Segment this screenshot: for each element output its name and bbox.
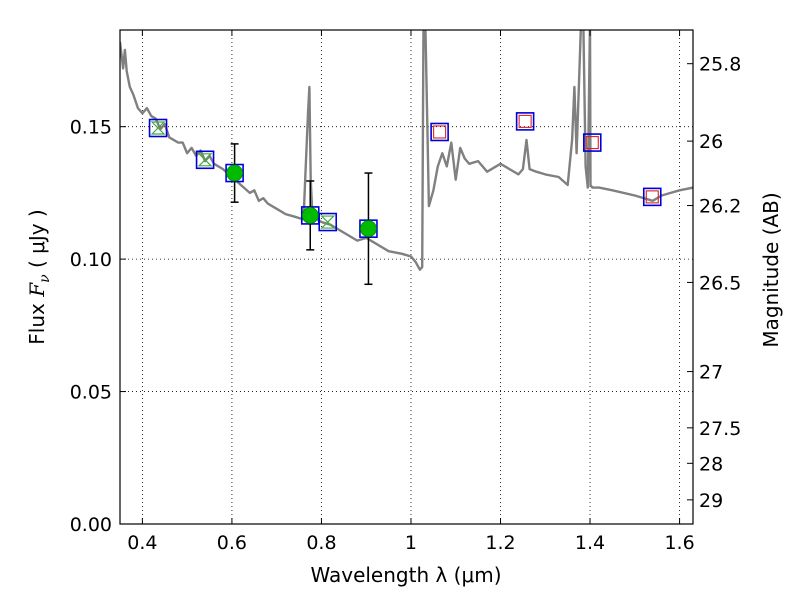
model-spectrum-line xyxy=(120,30,693,271)
optical-band-marker xyxy=(320,215,336,229)
mag-tick-label: 27 xyxy=(699,362,723,384)
mag-tick-label: 29 xyxy=(699,490,723,512)
model-photometry-box xyxy=(195,150,215,170)
x-tick-label: 1 xyxy=(405,532,417,554)
nir-band-marker xyxy=(585,136,599,150)
nir-band-marker xyxy=(518,114,532,128)
data-layer xyxy=(120,30,693,286)
measured-point xyxy=(360,220,377,238)
x-tick-label: 0.8 xyxy=(306,532,336,554)
model-photometry-box xyxy=(642,187,662,207)
x-tick-label: 0.6 xyxy=(217,532,247,554)
nir-band-marker xyxy=(433,125,447,139)
mag-tick-label: 26.5 xyxy=(699,272,741,294)
x-tick-label: 1.2 xyxy=(485,532,515,554)
y-axis-label: Flux Fν ( μJy ) xyxy=(25,209,53,344)
y-axis-label-subscript: ν xyxy=(37,274,53,283)
x-tick-label: 0.4 xyxy=(127,532,157,554)
measured-point xyxy=(226,164,244,182)
optical-band-marker xyxy=(150,121,166,135)
optical-band-marker xyxy=(197,153,213,167)
y-tick-label: 0.10 xyxy=(70,249,112,271)
mag-tick-label: 26 xyxy=(699,131,723,153)
nir-band-marker xyxy=(645,190,659,204)
y-axis-label-symbol: F xyxy=(25,282,49,298)
mag-tick-label: 26.2 xyxy=(699,196,741,218)
y-axis-label-prefix: Flux xyxy=(25,297,49,345)
mag-tick-label: 25.8 xyxy=(699,54,741,76)
y-tick-label: 0.05 xyxy=(70,382,112,404)
x-tick-label: 1.6 xyxy=(664,532,694,554)
axis-ticks: 0.4 0.6 0.8 1 1.2 1.4 1.6 0.00 0.05 0.10 0.15 25.8 2… xyxy=(70,30,741,554)
x-tick-label: 1.4 xyxy=(575,532,605,554)
model-photometry-box xyxy=(515,112,535,131)
plot-frame xyxy=(119,29,694,525)
mag-tick-label: 27.5 xyxy=(699,418,741,440)
y-tick-label: 0.15 xyxy=(70,117,112,139)
measured-point xyxy=(301,207,319,224)
y-tick-label: 0.00 xyxy=(70,514,112,536)
mag-tick-label: 28 xyxy=(699,453,723,475)
y2-axis-label: Magnitude (AB) xyxy=(759,192,783,347)
x-axis-label: Wavelength λ (μm) xyxy=(310,563,501,587)
model-photometry-box xyxy=(318,212,338,232)
model-photometry-box xyxy=(430,122,449,142)
model-photometry-box xyxy=(148,118,168,138)
model-photometry-box xyxy=(582,133,602,152)
y-axis-label-suffix: ( μJy ) xyxy=(25,209,49,274)
